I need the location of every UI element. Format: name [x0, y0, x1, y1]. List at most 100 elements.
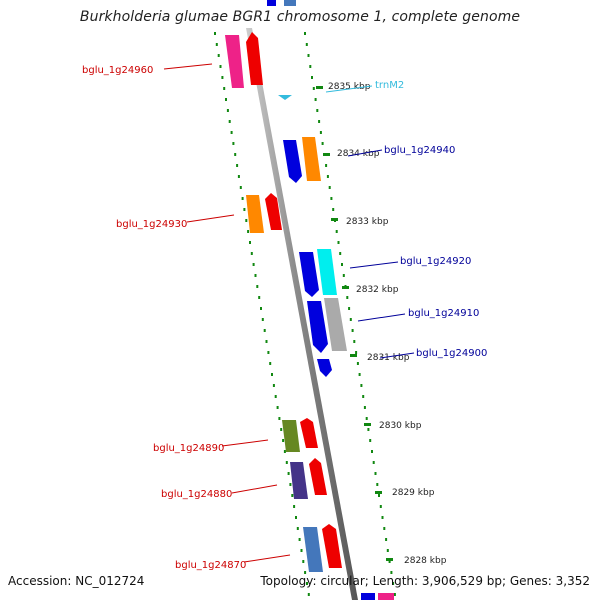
tick-mark [263, 329, 266, 332]
gene-bglu_1g24960[interactable]: bglu_1g24960 [82, 32, 263, 88]
gene-arrow-forward [300, 418, 318, 448]
tick-mark [254, 274, 257, 277]
kbp-tick: 2832 kbp [342, 285, 399, 295]
gene-bglu_1g24900[interactable]: bglu_1g24900 [317, 348, 487, 377]
tick-mark [363, 406, 366, 409]
accession-text: Accession: NC_012724 [8, 574, 145, 588]
gene-arrow-reverse [283, 140, 302, 183]
gene-bglu_1g24880[interactable]: bglu_1g24880 [161, 458, 327, 500]
tick-mark [349, 318, 352, 321]
tick-mark [260, 307, 262, 310]
gene-arrow-reverse [302, 137, 321, 181]
tick-mark [326, 175, 329, 178]
tick-mark [372, 461, 375, 464]
tick-mark [335, 230, 338, 233]
tick-mark [280, 428, 283, 431]
tick-mark [362, 395, 365, 398]
gene-bglu_1g24870[interactable]: bglu_1g24870 [175, 524, 342, 572]
tick-mark [267, 351, 270, 354]
tick-mark [312, 87, 315, 90]
tick-mark [214, 32, 216, 35]
tick-mark [298, 538, 301, 541]
tick-mark [223, 87, 226, 90]
kbp-label: 2828 kbp [404, 556, 447, 566]
kbp-label: 2831 kbp [367, 353, 410, 363]
tick-mark [278, 417, 281, 420]
gene-label[interactable]: bglu_1g24960 [82, 65, 153, 76]
trna-label[interactable]: trnM2 [375, 80, 404, 91]
gene-arrow-forward [322, 524, 342, 568]
kbp-label: 2833 kbp [346, 217, 389, 227]
tick-mark [386, 549, 389, 552]
gene-bglu_1g24920[interactable]: bglu_1g24920 [299, 249, 471, 297]
tick-mark [239, 186, 242, 189]
gene-label[interactable]: bglu_1g24920 [400, 256, 471, 267]
tick-mark [219, 65, 222, 68]
tick-mark [234, 153, 237, 156]
tick-mark [307, 54, 310, 57]
tick-mark [321, 142, 324, 145]
gene-label[interactable]: bglu_1g24900 [416, 348, 487, 359]
tick-mark [296, 527, 299, 530]
tick-mark [371, 450, 373, 453]
tick-mark [348, 307, 351, 310]
gene-arrow-reverse [317, 359, 332, 377]
gene-bglu_1g24940[interactable]: bglu_1g24940 [283, 137, 455, 183]
gene-label[interactable]: bglu_1g24870 [175, 560, 246, 571]
kbp-label: 2829 kbp [392, 488, 435, 498]
clipped-gene-top [267, 0, 296, 6]
gene-arrow-reverse [317, 249, 337, 295]
tick-mark [304, 571, 307, 574]
tick-mark [293, 505, 296, 508]
kbp-tick: 2834 kbp [323, 149, 380, 159]
gene-bglu_1g24890[interactable]: bglu_1g24890 [153, 418, 318, 454]
gene-label[interactable]: bglu_1g24890 [153, 443, 224, 454]
map-title: Burkholderia glumae BGR1 chromosome 1, c… [79, 9, 521, 25]
tick-mark [393, 593, 396, 596]
tick-mark [287, 472, 290, 475]
tick-mark [276, 406, 279, 409]
tick-mark [272, 384, 275, 387]
tick-mark [283, 450, 286, 453]
gene-label[interactable]: bglu_1g24910 [408, 308, 479, 319]
tick-mark [247, 230, 250, 233]
tick-mark [250, 252, 253, 255]
gene-label[interactable]: bglu_1g24940 [384, 145, 455, 156]
tick-mark [341, 263, 343, 266]
tick-mark [381, 516, 384, 519]
tick-mark [228, 120, 231, 123]
kbp-tick: 2835 kbp [316, 82, 371, 92]
tick-mark [258, 296, 261, 299]
tick-mark [309, 65, 312, 68]
gene-bglu_1g24910[interactable]: bglu_1g24910 [307, 298, 479, 353]
tick-mark [346, 296, 349, 299]
tick-mark [314, 98, 317, 101]
tick-mark [383, 527, 386, 530]
genome-summary-text: Topology: circular; Length: 3,906,529 bp… [260, 574, 590, 588]
tick-mark [318, 120, 321, 123]
tick-mark [353, 340, 356, 343]
tick-mark [300, 549, 303, 552]
tick-mark [388, 560, 391, 563]
tick-mark [385, 538, 388, 541]
gene-label[interactable]: bglu_1g24880 [161, 489, 232, 500]
gene-bglu_1g24930[interactable]: bglu_1g24930 [116, 193, 282, 233]
tick-mark [237, 175, 240, 178]
trna-feature[interactable]: trnM2 [278, 80, 404, 100]
chromosome-backbone [246, 28, 358, 600]
tick-mark [285, 461, 288, 464]
gene-arrow-forward [290, 462, 308, 499]
tick-mark [304, 32, 306, 35]
tick-mark [243, 208, 246, 211]
tick-mark [306, 582, 308, 585]
tick-mark [330, 197, 333, 200]
tick-mark [225, 98, 227, 101]
gene-label[interactable]: bglu_1g24930 [116, 219, 187, 230]
tick-mark [342, 274, 345, 277]
tick-mark [282, 439, 285, 442]
tick-mark [261, 318, 264, 321]
tick-mark [215, 43, 218, 46]
kbp-label: 2832 kbp [356, 285, 399, 295]
gene-arrow-forward [265, 193, 282, 230]
